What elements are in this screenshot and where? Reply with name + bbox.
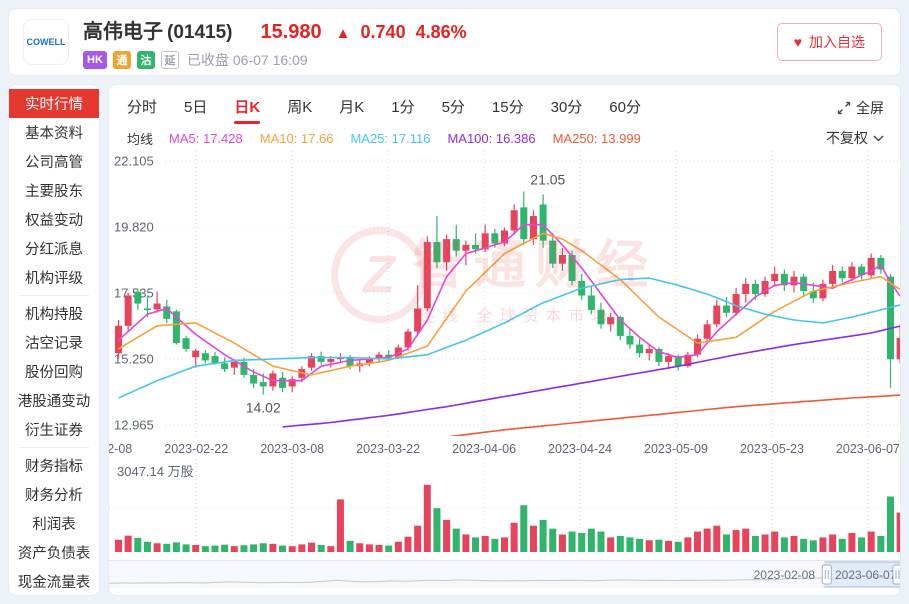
company-logo: COWELL — [23, 19, 69, 65]
tab-period[interactable]: 日K — [234, 92, 260, 124]
svg-text:22.105: 22.105 — [114, 154, 154, 169]
add-to-watchlist-label: 加入自选 — [809, 34, 865, 50]
sidebar-divider — [19, 447, 89, 448]
sidebar-item[interactable]: 主要股东 — [25, 184, 83, 200]
sidebar-divider — [19, 295, 89, 296]
tab-period[interactable]: 30分 — [550, 99, 583, 116]
navigator-handle[interactable] — [821, 564, 832, 585]
ma-legend-item: MA250: 13.999 — [552, 130, 641, 146]
sidebar-item[interactable]: 港股通变动 — [17, 394, 91, 410]
volume-chart[interactable]: 3047.14 万股 — [109, 459, 900, 560]
svg-text:14.02: 14.02 — [246, 400, 281, 416]
sidebar-item[interactable]: 机构持股 — [25, 307, 83, 323]
x-axis-tick: 2023-05-09 — [644, 442, 708, 456]
ma-legend-item: MA10: 17.66 — [259, 130, 334, 146]
svg-text:19.820: 19.820 — [114, 220, 154, 235]
tab-period[interactable]: 5日 — [184, 99, 208, 116]
stock-badge: 延 — [161, 50, 179, 69]
navigator-track[interactable] — [109, 561, 901, 588]
tab-period[interactable]: 60分 — [609, 99, 641, 116]
volume-pane[interactable] — [109, 459, 901, 555]
candlestick-chart[interactable]: 22.105 19.820 17.535 15.250 12.965 21.05 14.02… — [109, 151, 901, 441]
logo-text: COWELL — [26, 37, 66, 47]
stock-badge: 通 — [113, 50, 131, 69]
ma-legend-row: 均线 MA5: 17.428 MA10: 17.66 MA25: 17.116 MA10… — [109, 125, 900, 151]
fullscreen-button[interactable]: 全屏 — [837, 98, 884, 118]
volume-axis-label: 3047.14 万股 — [117, 464, 194, 479]
price-change-percent: 4.86% — [415, 21, 467, 42]
fullscreen-expand-icon — [837, 101, 851, 115]
sidebar-item[interactable]: 公司高管 — [25, 155, 83, 171]
sidebar-item[interactable]: 衍生证券 — [25, 423, 83, 439]
sidebar-item[interactable]: 基本资料 — [25, 126, 83, 142]
stock-name: 高伟电子 — [83, 20, 163, 43]
sidebar-item[interactable]: 财务分析 — [25, 488, 83, 504]
sidebar-item[interactable]: 分红派息 — [25, 242, 83, 258]
tab-period[interactable]: 分时 — [127, 99, 158, 116]
x-axis-tick: 2023-03-08 — [260, 442, 325, 456]
ma-legend-item: MA100: 16.386 — [447, 130, 536, 146]
ma-legend-item: MA5: 17.428 — [169, 130, 243, 146]
tab-period[interactable]: 周K — [287, 99, 313, 116]
sidebar-item[interactable]: 现金流量表 — [17, 575, 91, 591]
ma-legend-title: 均线 — [127, 131, 154, 147]
market-status: 已收盘 06-07 16:09 — [187, 51, 308, 68]
adjust-mode-label: 不复权 — [826, 130, 868, 146]
navigator-end-date: 2023-06-07 — [835, 568, 893, 582]
range-navigator[interactable]: 2023-02-08 2023-06-07 — [109, 560, 901, 588]
sidebar-item[interactable]: 利润表 — [32, 517, 76, 533]
sidebar-menu: 实时行情基本资料公司高管主要股东权益变动分红派息机构评级机构持股沽空记录股份回购… — [8, 84, 100, 596]
sidebar-item[interactable]: 资产负债表 — [17, 546, 91, 562]
sidebar-item[interactable]: 沽空记录 — [25, 336, 83, 352]
x-axis-tick: 2023-04-24 — [548, 442, 613, 456]
last-price: 15.980 — [260, 20, 322, 43]
sidebar-item[interactable]: 财务指标 — [25, 459, 83, 475]
svg-text:21.05: 21.05 — [530, 171, 565, 187]
chevron-down-icon — [873, 135, 884, 141]
stock-badge: 沽 — [137, 50, 155, 69]
stock-badge: HK — [83, 50, 107, 69]
badge-row: HK 通沽延已收盘 06-07 16:09 — [83, 50, 467, 70]
stock-code: (01415) — [167, 21, 233, 43]
tab-period[interactable]: 15分 — [491, 99, 524, 116]
header-bar: COWELL 高伟电子 (01415) 15.980 ▲ 0.740 4.86%… — [8, 8, 901, 76]
svg-text:12.965: 12.965 — [114, 418, 154, 433]
tab-period[interactable]: 1分 — [391, 99, 415, 116]
svg-text:17.535: 17.535 — [114, 286, 154, 301]
fullscreen-label: 全屏 — [856, 100, 884, 116]
x-axis-tick: 2023-05-23 — [739, 442, 804, 456]
add-to-watchlist-button[interactable]: ♥ 加入自选 — [776, 23, 882, 61]
up-arrow-icon: ▲ — [335, 24, 351, 42]
sidebar-item[interactable]: 机构评级 — [25, 271, 83, 287]
period-tabs: 分时 5日 日K 周K 月K 1分 5分 15分 30分 60分 全屏 — [109, 85, 900, 125]
ma-legend-item: MA25: 17.116 — [350, 130, 431, 146]
sidebar-item[interactable]: 股份回购 — [25, 365, 83, 381]
price-change: 0.740 — [360, 21, 406, 42]
heart-icon: ♥ — [793, 34, 802, 50]
x-axis-tick: 2023-02-22 — [164, 442, 229, 456]
x-axis-tick: 2023-06-07 — [835, 442, 900, 456]
navigator-handle[interactable] — [892, 564, 901, 585]
x-axis-tick: 2023-03-22 — [356, 442, 421, 456]
tab-period[interactable]: 5分 — [441, 99, 465, 116]
price-pane[interactable]: 22.105 19.820 17.535 15.250 12.965 21.05 14.02 — [109, 151, 901, 438]
chart-panel: 分时 5日 日K 周K 月K 1分 5分 15分 30分 60分 全屏 均线 MA5: 17.428… — [108, 84, 901, 596]
x-axis-tick: 2023-04-06 — [452, 442, 517, 456]
sidebar-item[interactable]: 权益变动 — [25, 213, 83, 229]
navigator-start-date: 2023-02-08 — [753, 568, 815, 582]
svg-text:15.250: 15.250 — [114, 352, 154, 367]
x-axis-labels: 2023-02-08 2023-02-22 2023-03-08 2023-03-22… — [109, 441, 900, 459]
x-axis-tick: 2023-02-08 — [109, 442, 133, 456]
adjust-mode-dropdown[interactable]: 不复权 — [826, 128, 884, 148]
sidebar-item[interactable]: 实时行情 — [9, 89, 99, 118]
tab-period[interactable]: 月K — [339, 99, 365, 116]
